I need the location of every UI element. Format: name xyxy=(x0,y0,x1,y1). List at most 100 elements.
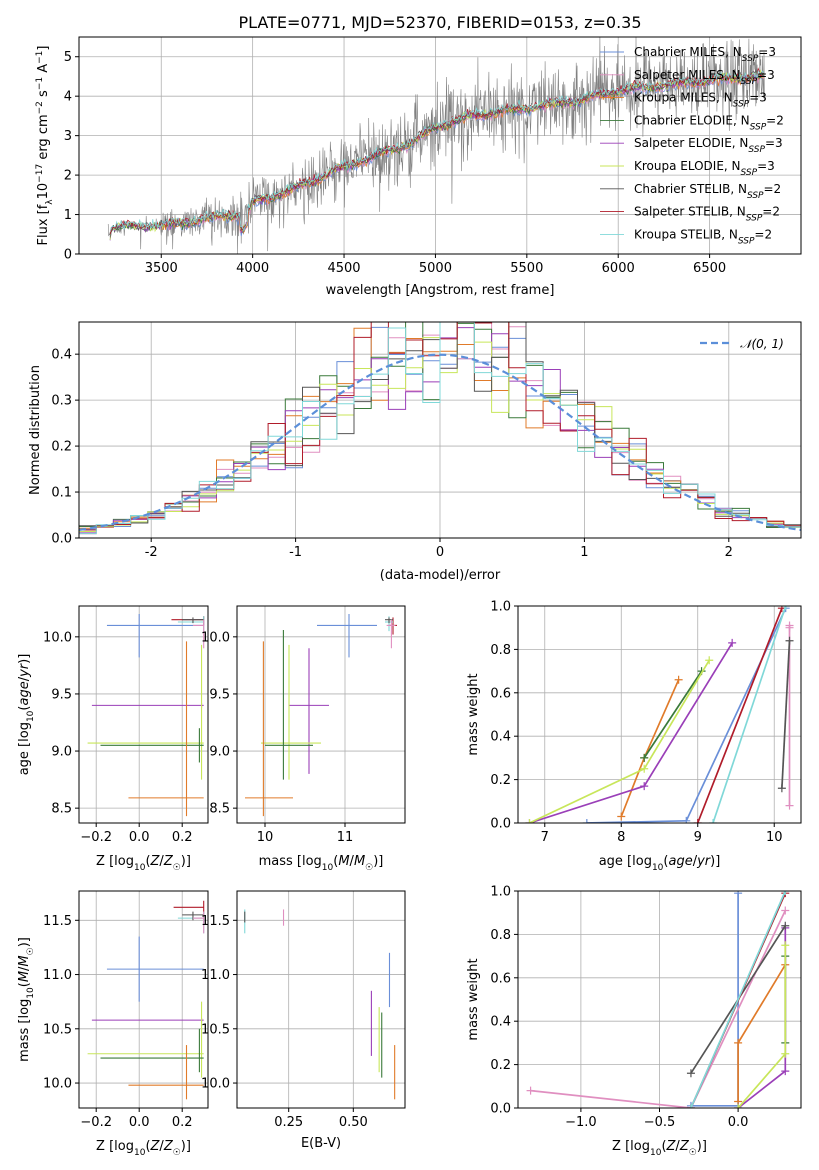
observed-spectrum xyxy=(107,37,765,254)
axes-mass_vs_ebv: 0.25 0.50 10.0 10.5 11.0 11.5 xyxy=(201,890,406,1130)
x-tick-label: 3500 xyxy=(145,261,178,276)
x-tick-label: 5000 xyxy=(419,261,452,276)
series-point-kroupa_elodie xyxy=(781,1049,790,1058)
y-tick-label: 0.4 xyxy=(490,1015,511,1030)
axes-frame xyxy=(236,890,406,1109)
series-point-salpeter_elodie xyxy=(728,638,737,647)
x-tick-label: 2 xyxy=(725,545,733,560)
series-line-kroupa_stelib xyxy=(712,606,787,823)
x-tick-label: 11 xyxy=(337,830,354,845)
legend-label-chabrier_miles: Chabrier MILES, NSSP=3 xyxy=(634,45,776,64)
series-point-kroupa_miles xyxy=(734,1038,743,1047)
series-point-chabrier_stelib xyxy=(686,1069,695,1078)
series-line-kroupa_elodie xyxy=(529,659,710,823)
plot-area xyxy=(107,37,765,254)
axes-age_vs_Z: −0.2 0.0 0.2 8.5 9.0 9.5 10.0 xyxy=(43,605,209,845)
plot-area xyxy=(245,613,397,817)
x-tick-label: -1 xyxy=(289,545,302,560)
x-tick-label: 4000 xyxy=(236,261,269,276)
axes-mass_vs_Z: −0.2 0.0 0.2 10.0 10.5 11.0 11.5 xyxy=(43,890,209,1130)
y-tick-label: 4 xyxy=(64,90,72,105)
plot-area xyxy=(87,900,205,1100)
x-axis-label: age [log10(age/yr)] xyxy=(599,854,721,873)
x-tick-label: -2 xyxy=(145,545,158,560)
legend-label-salpeter_elodie: Salpeter ELODIE, NSSP=3 xyxy=(634,136,783,155)
y-tick-label: 0.0 xyxy=(490,817,511,832)
series-point-salpeter_miles xyxy=(526,1086,535,1095)
legend: Chabrier MILES, NSSP=3 Salpeter MILES, NS… xyxy=(600,45,784,246)
y-tick-label: 1 xyxy=(64,208,72,223)
y-tick-label: 10.5 xyxy=(201,1022,230,1037)
axes-cum_weight_vs_Z: −1.0 −0.5 0.0 0.0 0.2 0.4 0.6 0.8 1.0 xyxy=(490,885,802,1130)
x-tick-label: 0.2 xyxy=(172,1115,193,1130)
y-tick-label: 5 xyxy=(64,50,72,65)
legend-label-kroupa_miles: Kroupa MILES, NSSP=3 xyxy=(634,91,767,110)
axes-frame xyxy=(78,890,209,1109)
series-point-kroupa_elodie xyxy=(525,819,534,823)
series-line-chabrier_stelib xyxy=(781,640,791,789)
x-tick-label: 10 xyxy=(257,830,274,845)
x-tick-label: 8 xyxy=(617,830,625,845)
y-axis-label: mass weight xyxy=(466,673,481,755)
y-tick-label: 10.0 xyxy=(201,630,230,645)
x-tick-label: 6500 xyxy=(693,261,726,276)
y-axis-label: mass [log10(M/M☉)] xyxy=(17,937,36,1062)
legend-label-kroupa_stelib: Kroupa STELIB, NSSP=2 xyxy=(634,227,772,246)
y-axis-label: age [log10(age/yr)] xyxy=(17,654,36,776)
x-tick-label: 0 xyxy=(436,545,444,560)
y-tick-label: 9.5 xyxy=(209,687,230,702)
x-tick-label: 10 xyxy=(766,830,783,845)
x-tick-label: 0.0 xyxy=(129,1115,150,1130)
y-tick-label: 11.0 xyxy=(43,968,72,983)
axes-frame xyxy=(78,36,802,255)
x-tick-label: 0.0 xyxy=(129,830,150,845)
x-tick-label: −0.2 xyxy=(80,830,112,845)
x-tick-label: 0.0 xyxy=(728,1115,749,1130)
y-tick-label: 11.5 xyxy=(43,914,72,929)
y-tick-label: 9.0 xyxy=(209,745,230,760)
y-tick-label: 11.5 xyxy=(201,914,230,929)
series-point-kroupa_stelib xyxy=(781,891,790,895)
y-tick-label: 0 xyxy=(64,248,72,263)
legend-label-chabrier_stelib: Chabrier STELIB, NSSP=2 xyxy=(634,182,781,201)
axes-frame xyxy=(78,605,209,824)
legend-label-salpeter_stelib: Salpeter STELIB, NSSP=2 xyxy=(634,205,780,224)
y-tick-label: 8.5 xyxy=(51,802,72,817)
series-point-kroupa_elodie xyxy=(640,764,649,773)
y-tick-label: 2 xyxy=(64,169,72,184)
y-tick-label: 9.0 xyxy=(51,745,72,760)
series-point-salpeter_stelib xyxy=(693,819,702,823)
y-tick-label: 9.5 xyxy=(51,687,72,702)
legend-label-kroupa_elodie: Kroupa ELODIE, NSSP=3 xyxy=(634,159,775,178)
x-tick-label: 6000 xyxy=(602,261,635,276)
x-tick-label: 5500 xyxy=(510,261,543,276)
legend-label-salpeter_miles: Salpeter MILES, NSSP=3 xyxy=(634,68,775,87)
series-point-kroupa_miles xyxy=(674,675,683,684)
series-point-chabrier_stelib xyxy=(777,784,786,793)
x-tick-label: 0.25 xyxy=(274,1115,303,1130)
series-line-chabrier_miles xyxy=(586,607,787,823)
plot-area xyxy=(244,909,396,1100)
x-axis-label: Z [log10(Z/Z☉)] xyxy=(96,1139,191,1158)
series-line-kroupa_stelib xyxy=(690,891,787,1108)
series-line-salpeter_miles xyxy=(530,910,787,1108)
axes-frame xyxy=(517,605,802,824)
y-tick-label: 0.1 xyxy=(51,486,72,501)
plot-area xyxy=(525,606,794,823)
axes-frame xyxy=(236,605,406,824)
y-tick-label: 0.8 xyxy=(490,643,511,658)
x-tick-label: 4500 xyxy=(327,261,360,276)
axes-cum_weight_vs_age: 7 8 9 10 0.0 0.2 0.4 0.6 0.8 1.0 xyxy=(490,600,802,845)
model-spectrum-kroupa_stelib xyxy=(109,70,764,232)
x-axis-label: (data-model)/error xyxy=(380,568,501,583)
x-axis-label: wavelength [Angstrom, rest frame] xyxy=(326,283,555,298)
y-tick-label: 1.0 xyxy=(490,885,511,900)
series-point-chabrier_stelib xyxy=(785,636,794,645)
series-point-kroupa_stelib xyxy=(781,606,790,610)
legend-label-chabrier_elodie: Chabrier ELODIE, NSSP=2 xyxy=(634,113,784,132)
y-tick-label: 10.0 xyxy=(201,1077,230,1092)
x-axis-label: E(B-V) xyxy=(301,1136,341,1151)
legend-label-normal: 𝒩(0, 1) xyxy=(740,337,784,351)
series-point-kroupa_stelib xyxy=(709,819,718,823)
